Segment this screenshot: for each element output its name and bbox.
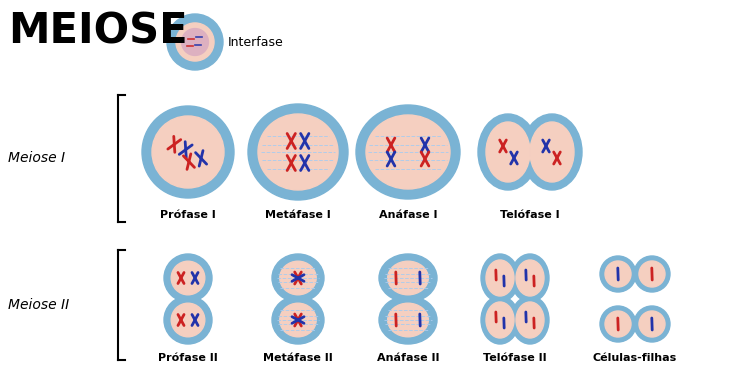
Ellipse shape — [605, 261, 631, 287]
Ellipse shape — [164, 254, 212, 302]
Ellipse shape — [142, 106, 234, 198]
Ellipse shape — [600, 256, 636, 292]
Ellipse shape — [478, 114, 538, 190]
Ellipse shape — [248, 104, 348, 200]
Text: Meiose I: Meiose I — [8, 152, 65, 165]
Ellipse shape — [511, 254, 549, 302]
Text: Meiose II: Meiose II — [8, 298, 69, 312]
Ellipse shape — [639, 311, 665, 337]
Text: Interfase: Interfase — [228, 36, 284, 48]
Text: Metáfase I: Metáfase I — [266, 210, 331, 220]
Ellipse shape — [516, 302, 544, 338]
Ellipse shape — [152, 116, 224, 188]
Ellipse shape — [258, 114, 338, 190]
Ellipse shape — [388, 261, 428, 295]
Ellipse shape — [516, 260, 544, 296]
Ellipse shape — [481, 254, 519, 302]
Ellipse shape — [366, 115, 450, 189]
Ellipse shape — [511, 296, 549, 344]
Ellipse shape — [379, 254, 437, 302]
Ellipse shape — [379, 296, 437, 344]
Ellipse shape — [600, 306, 636, 342]
Ellipse shape — [171, 261, 205, 295]
Ellipse shape — [167, 14, 223, 70]
Ellipse shape — [356, 105, 460, 199]
Ellipse shape — [486, 302, 514, 338]
Ellipse shape — [486, 122, 530, 182]
Text: MEIOSE: MEIOSE — [8, 10, 188, 52]
Ellipse shape — [634, 306, 670, 342]
Ellipse shape — [605, 311, 631, 337]
Text: Prófase I: Prófase I — [160, 210, 216, 220]
Ellipse shape — [164, 296, 212, 344]
Text: Prófase II: Prófase II — [158, 353, 218, 363]
Ellipse shape — [171, 303, 205, 337]
Ellipse shape — [634, 256, 670, 292]
Ellipse shape — [182, 28, 209, 56]
Ellipse shape — [176, 23, 214, 61]
Ellipse shape — [530, 122, 574, 182]
Ellipse shape — [639, 261, 665, 287]
Ellipse shape — [481, 296, 519, 344]
Text: Telófase II: Telófase II — [483, 353, 547, 363]
Text: Metáfase II: Metáfase II — [263, 353, 333, 363]
Text: Anáfase I: Anáfase I — [379, 210, 437, 220]
Ellipse shape — [522, 114, 582, 190]
Text: Telófase I: Telófase I — [500, 210, 560, 220]
Text: Anáfase II: Anáfase II — [376, 353, 440, 363]
Ellipse shape — [280, 261, 316, 295]
Ellipse shape — [388, 303, 428, 337]
Ellipse shape — [272, 254, 324, 302]
Ellipse shape — [486, 260, 514, 296]
Text: Células-filhas: Células-filhas — [592, 353, 677, 363]
Ellipse shape — [272, 296, 324, 344]
Ellipse shape — [280, 303, 316, 337]
